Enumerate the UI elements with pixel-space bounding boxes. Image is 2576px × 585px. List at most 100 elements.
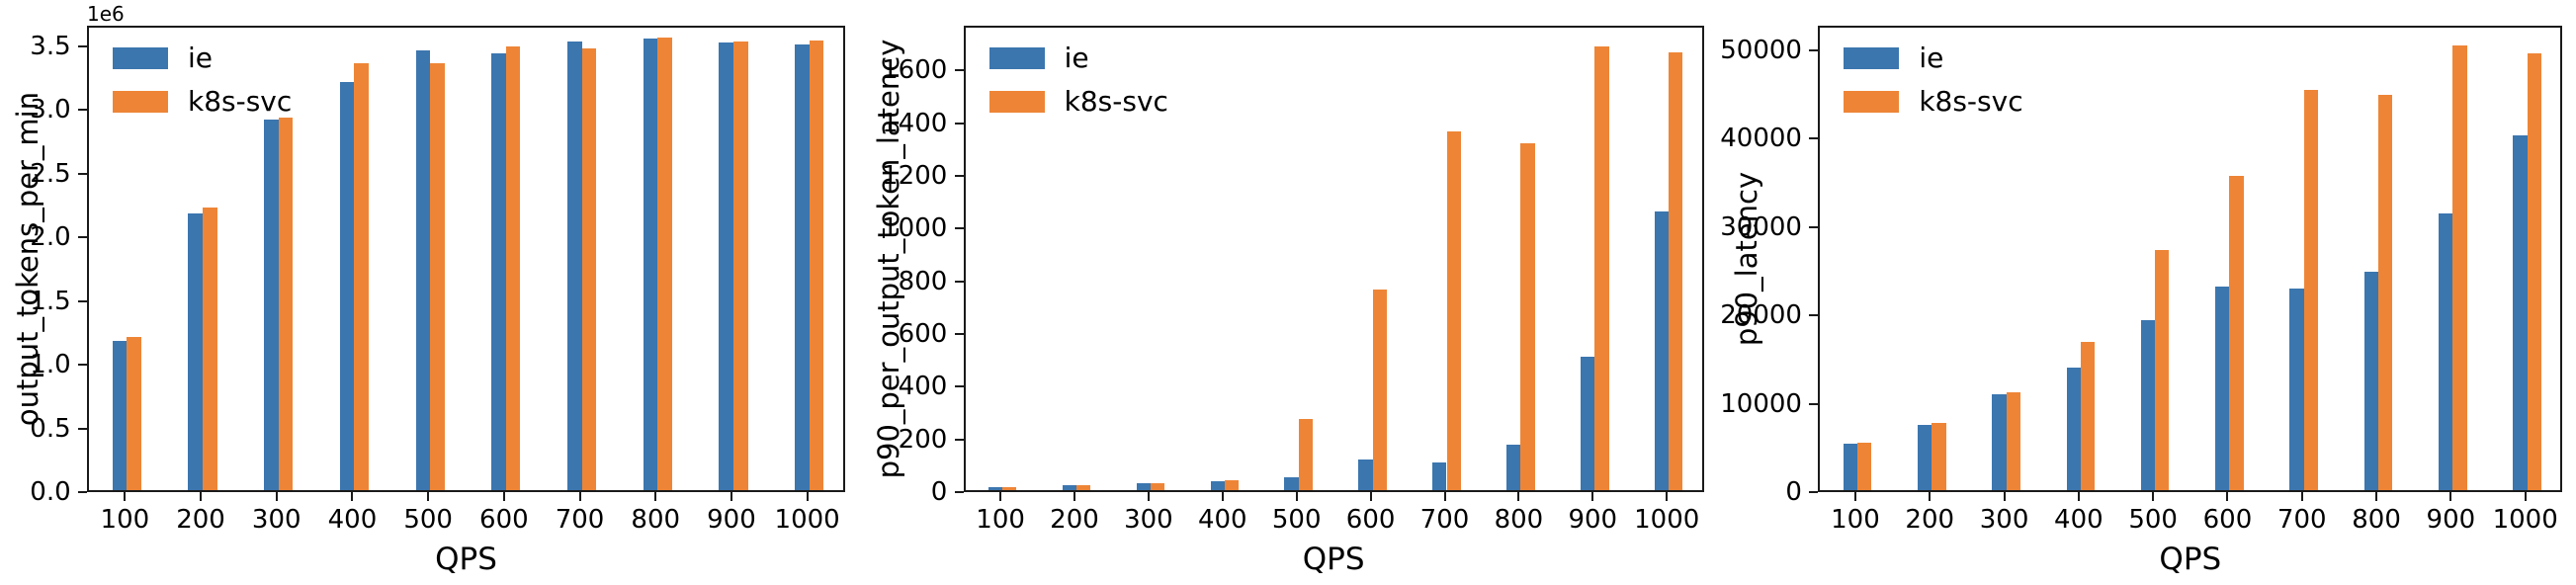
legend-label: ie <box>1919 42 1944 74</box>
legend: ie k8s-svc <box>988 43 1168 118</box>
legend-item-k8s-svc: k8s-svc <box>1844 87 2023 117</box>
y-tick-mark <box>1809 314 1819 317</box>
bar-k8s-svc-500 <box>1298 419 1313 490</box>
y-tick-mark <box>954 438 964 441</box>
x-axis-label: QPS <box>435 542 497 577</box>
x-tick-label: 600 <box>1345 505 1396 535</box>
x-tick-mark <box>275 492 278 501</box>
x-tick-label: 100 <box>976 505 1025 535</box>
y-tick-mark <box>78 44 87 47</box>
x-tick-label: 900 <box>707 505 756 535</box>
y-tick-label: 1400 <box>882 108 948 138</box>
y-tick-label: 1000 <box>882 213 948 244</box>
bar-ie-800 <box>643 39 658 490</box>
legend: ie k8s-svc <box>113 43 292 117</box>
legend-label: ie <box>188 42 214 74</box>
y-tick-mark <box>954 385 964 388</box>
bar-k8s-svc-200 <box>1076 485 1091 490</box>
legend-swatch-ie <box>1844 47 1900 69</box>
x-tick-mark <box>578 492 581 501</box>
y-tick-label: 600 <box>898 319 948 349</box>
y-tick-mark <box>1809 49 1819 52</box>
bar-ie-600 <box>491 52 506 490</box>
plot-area <box>963 26 1704 492</box>
x-tick-label: 300 <box>1124 505 1173 535</box>
bar-ie-200 <box>188 213 204 490</box>
bar-k8s-svc-700 <box>581 47 597 490</box>
legend-item-k8s-svc: k8s-svc <box>113 87 292 117</box>
bar-k8s-svc-1000 <box>809 40 824 490</box>
bar-ie-300 <box>1992 393 2007 490</box>
bar-k8s-svc-200 <box>203 207 217 490</box>
bar-ie-400 <box>1210 481 1225 490</box>
axis-offset-text: 1e6 <box>87 2 125 26</box>
legend-swatch-ie <box>988 47 1045 69</box>
bar-ie-700 <box>566 42 582 490</box>
bar-k8s-svc-700 <box>2303 90 2319 490</box>
y-tick-mark <box>78 236 87 239</box>
y-tick-label: 2.0 <box>30 222 71 253</box>
x-tick-mark <box>999 492 1002 501</box>
bar-ie-1000 <box>2513 134 2528 490</box>
x-tick-label: 800 <box>1494 505 1544 535</box>
y-tick-mark <box>1809 491 1819 493</box>
y-tick-label: 1200 <box>882 161 948 191</box>
bar-k8s-svc-600 <box>1372 290 1387 490</box>
legend-label: k8s-svc <box>1064 85 1168 118</box>
bar-ie-300 <box>264 119 279 490</box>
y-tick-mark <box>78 172 87 175</box>
x-tick-label: 400 <box>2054 505 2104 535</box>
x-tick-mark <box>2077 492 2080 501</box>
x-tick-label: 400 <box>1197 505 1247 535</box>
legend-swatch-ie <box>113 47 168 69</box>
bar-k8s-svc-400 <box>354 62 369 490</box>
x-tick-label: 600 <box>479 505 529 535</box>
bar-k8s-svc-100 <box>1856 442 1872 490</box>
bar-k8s-svc-800 <box>2378 94 2393 490</box>
y-tick-mark <box>78 299 87 302</box>
x-tick-label: 800 <box>631 505 681 535</box>
bar-k8s-svc-700 <box>1446 131 1461 490</box>
bar-ie-500 <box>1284 477 1299 490</box>
x-tick-label: 300 <box>1979 505 2029 535</box>
x-tick-mark <box>2152 492 2155 501</box>
bar-ie-700 <box>1432 462 1447 490</box>
y-tick-mark <box>954 333 964 335</box>
bar-k8s-svc-500 <box>2155 249 2170 490</box>
x-tick-mark <box>1147 492 1150 501</box>
x-tick-mark <box>351 492 354 501</box>
y-tick-mark <box>954 69 964 72</box>
bar-k8s-svc-800 <box>657 38 672 490</box>
x-tick-mark <box>1517 492 1520 501</box>
bar-ie-700 <box>2289 289 2304 490</box>
bar-k8s-svc-400 <box>1224 479 1240 490</box>
y-tick-mark <box>954 227 964 230</box>
x-tick-label: 500 <box>1271 505 1322 535</box>
x-tick-label: 200 <box>1050 505 1099 535</box>
y-tick-label: 800 <box>898 266 948 296</box>
x-tick-mark <box>730 492 732 501</box>
y-tick-mark <box>954 491 964 493</box>
y-tick-label: 30000 <box>1720 211 1802 242</box>
x-tick-mark <box>1221 492 1224 501</box>
x-tick-label: 300 <box>251 505 301 535</box>
x-tick-label: 100 <box>1831 505 1880 535</box>
x-tick-label: 1000 <box>2492 505 2558 535</box>
bar-k8s-svc-400 <box>2080 341 2096 490</box>
bar-k8s-svc-900 <box>2452 45 2467 490</box>
bar-k8s-svc-100 <box>1002 487 1017 490</box>
bar-ie-500 <box>415 50 431 490</box>
x-tick-label: 100 <box>100 505 150 535</box>
bar-k8s-svc-600 <box>2229 175 2244 490</box>
bar-k8s-svc-900 <box>1594 45 1609 490</box>
x-tick-mark <box>1369 492 1372 501</box>
y-tick-label: 200 <box>898 424 948 455</box>
bar-k8s-svc-900 <box>732 42 748 490</box>
bar-ie-1000 <box>795 43 810 490</box>
y-tick-mark <box>1809 225 1819 228</box>
y-tick-label: 0 <box>930 477 948 507</box>
bar-k8s-svc-500 <box>430 62 445 490</box>
y-tick-label: 1.0 <box>30 350 71 380</box>
bar-k8s-svc-1000 <box>1669 52 1683 490</box>
y-tick-label: 2.5 <box>30 158 71 189</box>
